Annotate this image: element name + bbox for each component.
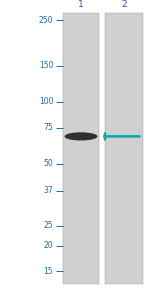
Text: 100: 100: [39, 98, 53, 106]
Text: 20: 20: [44, 241, 53, 250]
Text: 25: 25: [44, 221, 53, 230]
Ellipse shape: [64, 132, 98, 140]
Text: 37: 37: [44, 186, 53, 195]
Text: 150: 150: [39, 61, 53, 70]
Text: 75: 75: [44, 123, 53, 132]
Bar: [105, 13, 142, 284]
Text: 1: 1: [78, 0, 84, 9]
Bar: [63, 13, 99, 284]
Text: 2: 2: [121, 0, 127, 9]
Text: 250: 250: [39, 16, 53, 25]
Text: 50: 50: [44, 159, 53, 168]
Text: 15: 15: [44, 267, 53, 276]
